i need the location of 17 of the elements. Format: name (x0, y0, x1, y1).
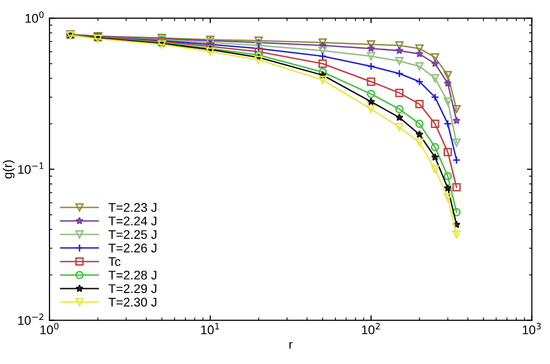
legend-label: Tc (108, 257, 120, 266)
legend-label: T=2.24 J (108, 216, 156, 226)
legend-label: T=2.23 J (108, 203, 156, 212)
x-tick-label: 10$^{0}$ (40, 322, 59, 334)
x-tick-label: 10$^{3}$ (522, 322, 541, 334)
legend-label: T=2.26 J (108, 244, 156, 252)
y-tick-label: 10$^{0}$ (26, 11, 44, 23)
legend-label: T=2.28 J (108, 270, 156, 280)
legend-label: T=2.30 J (108, 298, 156, 307)
x-tick-label: 10$^{1}$ (201, 322, 220, 334)
x-tick-label: 10$^{2}$ (362, 322, 380, 334)
legend-label: T=2.29 J (108, 284, 156, 294)
y-tick-label: 10$^{−1}$ (18, 162, 44, 174)
legend-label: T=2.25 J (108, 230, 156, 239)
x-axis-title: r (289, 342, 293, 349)
y-axis-title: g(r) (2, 160, 14, 178)
y-tick-label: 10$^{−2}$ (18, 313, 44, 325)
